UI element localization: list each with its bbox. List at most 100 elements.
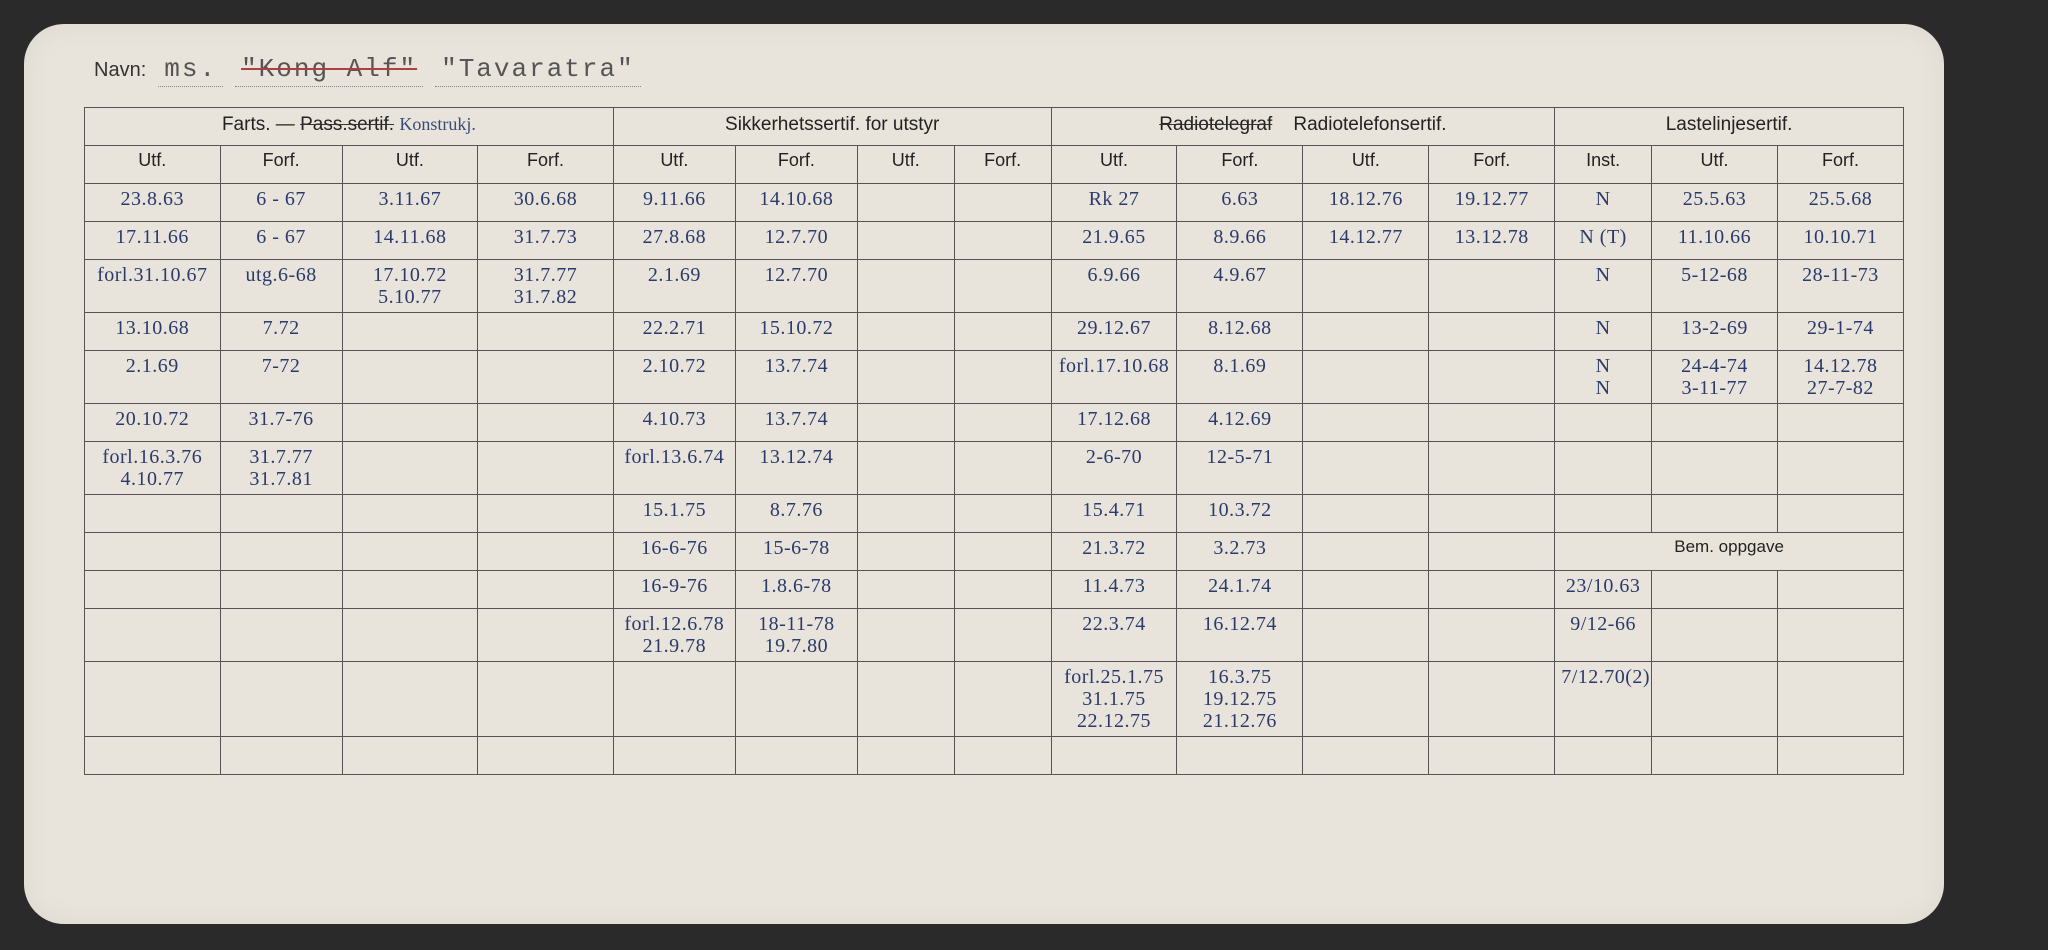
radiotelefon-label: Radiotelefonsertif. [1293,114,1446,135]
table-row: 16-6-7615-6-7821.3.723.2.73Bem. oppgave [85,533,1904,571]
cell [857,571,954,609]
cell [1652,442,1778,495]
cell: 15.10.72 [735,313,857,351]
cell: 21.3.72 [1051,533,1177,571]
cell: 9.11.66 [613,184,735,222]
name-current: "Tavaratra" [435,54,641,87]
cell: 1.8.6-78 [735,571,857,609]
cell [478,404,614,442]
cell [342,609,478,662]
cell: 3.11.67 [342,184,478,222]
cell: 13-2-69 [1652,313,1778,351]
h-utf-3: Utf. [613,146,735,184]
cell: 17.10.725.10.77 [342,260,478,313]
cell [342,571,478,609]
cell: forl.12.6.7821.9.78 [613,609,735,662]
h-utf-5: Utf. [1051,146,1177,184]
cell [1303,571,1429,609]
cell: 13.7.74 [735,351,857,404]
cell [954,495,1051,533]
index-card: Navn: ms. "Kong Alf" "Tavaratra" Farts. … [24,24,1944,924]
cell: forl.25.1.7531.1.7522.12.75 [1051,662,1177,737]
farts-header: Farts. — Pass.sertif. Konstrukj. [85,108,614,146]
cell [1652,662,1778,737]
cell [954,404,1051,442]
cell [1429,260,1555,313]
name-row: Navn: ms. "Kong Alf" "Tavaratra" [84,54,1904,87]
cell: 27.8.68 [613,222,735,260]
cell: 17.12.68 [1051,404,1177,442]
cell [478,495,614,533]
cell: 12-5-71 [1177,442,1303,495]
cell: forl.31.10.67 [85,260,221,313]
cell: 13.12.74 [735,442,857,495]
cell [1303,609,1429,662]
cell [85,609,221,662]
cell [478,737,614,775]
cell [1429,662,1555,737]
cell [1652,737,1778,775]
cell: 2.10.72 [613,351,735,404]
cell: 7-72 [220,351,342,404]
cell: N [1555,313,1652,351]
cell [1555,404,1652,442]
cell: 23.8.63 [85,184,221,222]
cell [85,495,221,533]
cell: 23/10.63 [1555,571,1652,609]
cell: 11.4.73 [1051,571,1177,609]
h-utf-1: Utf. [85,146,221,184]
cell: 8.7.76 [735,495,857,533]
cell [1652,609,1778,662]
h-forf-3: Forf. [735,146,857,184]
cell: forl.16.3.764.10.77 [85,442,221,495]
cell [220,737,342,775]
lastelinje-header: Lastelinjesertif. [1555,108,1904,146]
cell: utg.6-68 [220,260,342,313]
cell [954,609,1051,662]
cell: 14.12.7827-7-82 [1777,351,1903,404]
sikkerhet-header: Sikkerhetssertif. for utstyr [613,108,1051,146]
cell [1777,495,1903,533]
cell [1303,351,1429,404]
cell [857,351,954,404]
cell: 13.10.68 [85,313,221,351]
cell [1777,571,1903,609]
navn-label: Navn: [94,59,146,82]
table-row: 13.10.687.7222.2.7115.10.7229.12.678.12.… [85,313,1904,351]
table-row: 16-9-761.8.6-7811.4.7324.1.7423/10.63 [85,571,1904,609]
cell [1303,260,1429,313]
cell: 10.3.72 [1177,495,1303,533]
h-utf-6: Utf. [1303,146,1429,184]
table-row: 23.8.636 - 673.11.6730.6.689.11.6614.10.… [85,184,1904,222]
cell [342,404,478,442]
table-row: forl.31.10.67utg.6-6817.10.725.10.7731.7… [85,260,1904,313]
cell [1652,495,1778,533]
cell: 16-9-76 [613,571,735,609]
h-utf-4: Utf. [857,146,954,184]
cell [954,351,1051,404]
cell: 15-6-78 [735,533,857,571]
cell [1777,404,1903,442]
cell [857,313,954,351]
cell: 31.7.7731.7.81 [220,442,342,495]
cell [478,351,614,404]
cell [1303,533,1429,571]
cell [954,442,1051,495]
cell [954,222,1051,260]
cell [220,571,342,609]
cell [1429,609,1555,662]
cell [1303,662,1429,737]
kons-hand: Konstrukj. [399,114,476,134]
table-row [85,737,1904,775]
cell: 20.10.72 [85,404,221,442]
cell: 8.9.66 [1177,222,1303,260]
cell [1777,609,1903,662]
cell [954,533,1051,571]
cell [954,184,1051,222]
cell [1051,737,1177,775]
h-forf-6: Forf. [1429,146,1555,184]
cell: 6.9.66 [1051,260,1177,313]
cell [478,571,614,609]
cell [1777,737,1903,775]
cell [220,662,342,737]
